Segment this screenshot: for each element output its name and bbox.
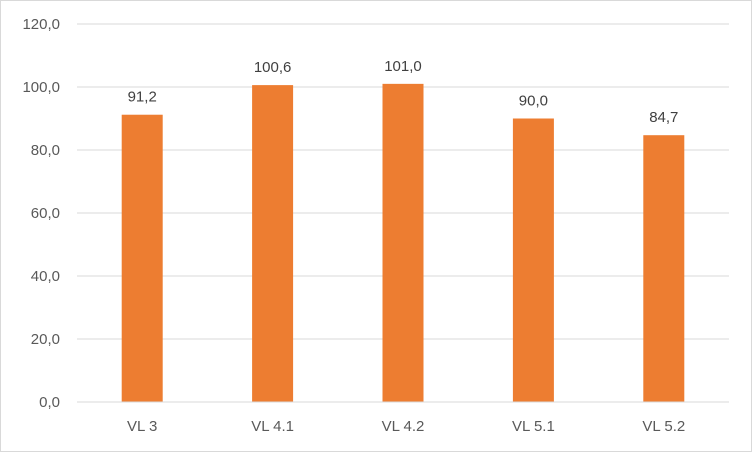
data-label: 101,0 [384,58,422,75]
data-label: 90,0 [519,93,548,110]
y-tick-label: 20,0 [31,331,60,348]
bar [252,85,294,403]
x-tick-label: VL 4.2 [382,418,425,435]
x-tick-labels: VL 3 VL 4.1 VL 4.2 VL 5.1 VL 5.2 [127,418,685,435]
data-labels: 91,2 100,6 101,0 90,0 84,7 [128,58,679,126]
x-tick-label: VL 5.2 [642,418,685,435]
bar [512,118,554,402]
x-tick-label: VL 3 [127,418,157,435]
x-tick-label: VL 5.1 [512,418,555,435]
y-tick-label: 0,0 [39,394,60,411]
data-label: 91,2 [128,89,157,106]
bar [382,83,424,402]
y-tick-labels: 0,0 20,0 40,0 60,0 80,0 100,0 120,0 [22,16,60,411]
y-tick-label: 80,0 [31,142,60,159]
bars [121,83,685,403]
bar [643,135,685,402]
data-label: 100,6 [254,59,292,76]
x-tick-label: VL 4.1 [251,418,294,435]
y-tick-label: 120,0 [22,16,60,33]
y-tick-label: 40,0 [31,268,60,285]
data-label: 84,7 [649,109,678,126]
bar [121,114,163,402]
y-tick-label: 100,0 [22,79,60,96]
y-tick-label: 60,0 [31,205,60,222]
